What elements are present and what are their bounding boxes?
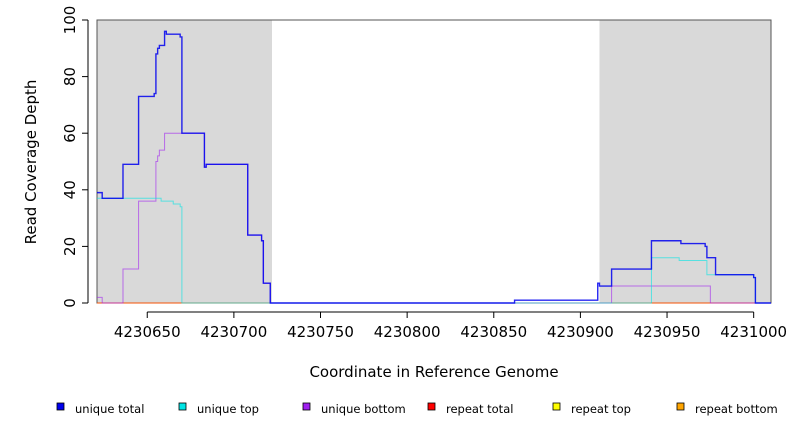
legend-swatch [676,402,685,411]
y-tick-label: 20 [61,237,79,256]
legend-swatch [427,402,436,411]
legend-swatch [552,402,561,411]
y-tick-label: 100 [61,6,79,35]
shaded-region-0 [97,20,272,303]
y-tick-label: 60 [61,124,79,143]
series-lines [97,30,771,304]
x-tick-label: 4230800 [374,323,441,341]
y-tick-label: 80 [61,67,79,86]
x-tick-label: 4230750 [287,323,354,341]
x-axis-title: Coordinate in Reference Genome [309,363,558,381]
y-tick-label: 0 [61,298,79,308]
x-tick-label: 4231000 [720,323,787,341]
x-tick-label: 4230650 [114,323,181,341]
legend-swatch [178,402,187,411]
y-axis: 0 20 40 60 80 100 [61,6,89,308]
legend-label: repeat bottom [695,402,778,416]
shaded-region-1 [599,20,771,303]
legend: unique total unique top unique bottom repea… [56,402,778,416]
legend-label: unique total [75,402,144,416]
legend-swatch [302,402,311,411]
legend-label: unique top [197,402,259,416]
legend-label: repeat total [446,402,513,416]
legend-swatch [56,402,65,411]
x-tick-label: 4230700 [200,323,267,341]
legend-label: unique bottom [321,402,406,416]
y-axis-title: Read Coverage Depth [22,80,40,245]
shaded-regions [97,20,771,303]
y-tick-label: 40 [61,180,79,199]
legend-label: repeat top [571,402,631,416]
x-tick-label: 4230950 [634,323,701,341]
x-axis: 4230650 4230700 4230750 4230800 4230850 42309… [114,311,787,341]
series-line-unique-total [97,30,771,304]
x-tick-label: 4230850 [460,323,527,341]
x-tick-label: 4230900 [547,323,614,341]
